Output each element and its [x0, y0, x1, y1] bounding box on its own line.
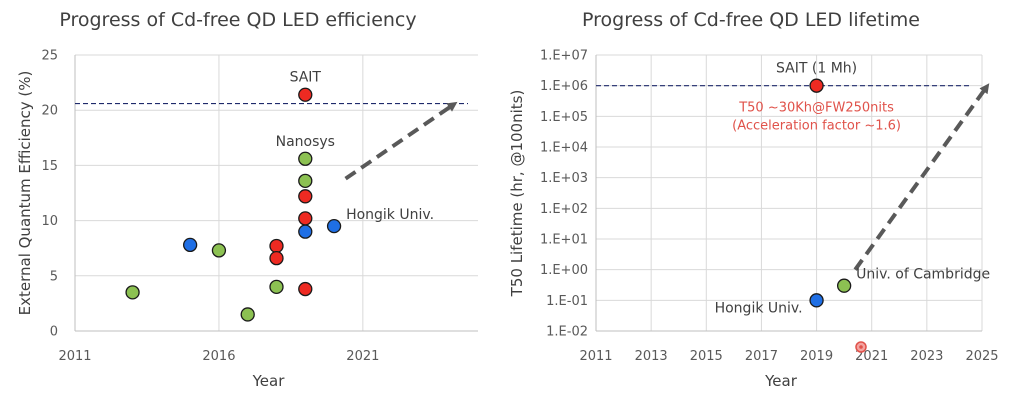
- data-point-red: [298, 211, 313, 226]
- data-point-green: [211, 243, 227, 258]
- annotation-label: Hongik Univ.: [715, 300, 803, 316]
- data-point-blue: [298, 224, 313, 239]
- trend-arrow: [344, 101, 458, 181]
- y-tick-label: 1.E+02: [540, 202, 588, 217]
- y-tick-label: 0: [50, 325, 58, 340]
- cursor-indicator-dot: [859, 345, 863, 349]
- annotation-label: Nanosys: [276, 134, 335, 150]
- y-tick-label: 1.E+00: [540, 263, 588, 278]
- y-tick-label: 20: [41, 104, 58, 119]
- data-point-green: [240, 307, 255, 322]
- data-point-red: [809, 78, 824, 93]
- x-tick-label: 2016: [202, 349, 235, 364]
- x-tick-label: 2013: [635, 349, 668, 364]
- data-point-red: [298, 87, 313, 102]
- x-axis-label: Year: [252, 372, 286, 390]
- y-tick-label: 1.E+07: [540, 49, 588, 64]
- x-axis-label: Year: [764, 372, 798, 390]
- y-tick-label: 1.E-02: [546, 325, 588, 340]
- y-tick-label: 1.E+01: [540, 233, 588, 248]
- y-tick-label: 25: [41, 49, 58, 64]
- y-tick-label: 1.E+05: [540, 110, 588, 125]
- data-point-green: [125, 285, 140, 300]
- x-tick-label: 2011: [58, 349, 91, 364]
- x-tick-label: 2023: [910, 349, 943, 364]
- data-point-blue: [326, 218, 342, 234]
- x-tick-label: 2021: [346, 349, 379, 364]
- data-point-green: [298, 173, 313, 189]
- x-tick-label: 2025: [965, 349, 998, 364]
- annotation-label: (Acceleration factor ~1.6): [732, 119, 901, 134]
- y-tick-label: 1.E+04: [540, 141, 588, 156]
- data-point-red: [269, 238, 284, 254]
- data-point-red: [298, 189, 313, 204]
- y-axis-label: External Quantum Efficiency (%): [16, 71, 34, 316]
- y-tick-label: 10: [41, 214, 58, 229]
- annotation-label: SAIT (1 Mh): [776, 61, 857, 77]
- y-tick-label: 1.E-01: [546, 294, 588, 309]
- data-point-blue: [182, 237, 198, 253]
- data-point-green: [269, 279, 284, 294]
- x-tick-label: 2021: [855, 349, 888, 364]
- annotation-label: SAIT: [290, 70, 322, 86]
- annotation-label: T50 ~30Kh@FW250nits: [738, 101, 894, 116]
- y-tick-label: 5: [50, 269, 58, 284]
- chart-title: Progress of Cd-free QD LED efficiency: [59, 9, 416, 31]
- data-point-blue: [809, 293, 824, 308]
- annotation-label: Hongik Univ.: [346, 207, 434, 223]
- chart-title: Progress of Cd-free QD LED lifetime: [582, 9, 920, 31]
- x-tick-label: 2017: [745, 349, 778, 364]
- x-tick-label: 2011: [579, 349, 612, 364]
- annotation-label: Univ. of Cambridge: [856, 267, 990, 283]
- y-tick-label: 1.E+06: [540, 79, 588, 94]
- data-point-red: [269, 250, 284, 266]
- x-tick-label: 2019: [800, 349, 833, 364]
- data-point-green: [298, 151, 313, 166]
- y-axis-label: T50 Lifetime (hr, @100nits): [508, 90, 526, 298]
- x-tick-label: 2015: [690, 349, 723, 364]
- data-point-red: [298, 281, 313, 297]
- y-tick-label: 15: [41, 159, 58, 174]
- y-tick-label: 1.E+03: [540, 171, 588, 186]
- data-point-green: [836, 278, 852, 293]
